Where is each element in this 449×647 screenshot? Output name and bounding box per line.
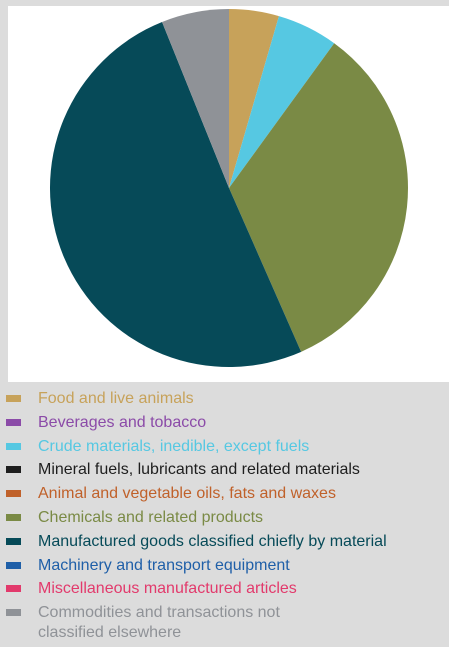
legend-item: Beverages and tobacco	[0, 413, 449, 437]
legend-item: Machinery and transport equipment	[0, 556, 449, 580]
legend-swatch	[6, 395, 21, 402]
legend-label: Chemicals and related products	[38, 508, 264, 526]
legend-item: Food and live animals	[0, 389, 449, 413]
legend-item: Chemicals and related products	[0, 508, 449, 532]
legend-label: Food and live animals	[38, 390, 194, 407]
legend-item: Commodities and transactions not classif…	[0, 603, 449, 647]
legend-swatch	[6, 418, 21, 426]
legend-label: Animal and vegetable oils, fats and waxe…	[38, 485, 336, 503]
legend-item: Animal and vegetable oils, fats and waxe…	[0, 484, 449, 508]
legend-item: Crude materials, inedible, except fuels	[0, 437, 449, 461]
legend-swatch	[6, 585, 21, 593]
legend: Food and live animals Beverages and tobac…	[0, 389, 449, 647]
chart-panel	[8, 6, 449, 382]
pie-slice-6	[49, 21, 302, 368]
legend-label: Beverages and tobacco	[38, 413, 207, 431]
legend-swatch	[6, 561, 21, 569]
legend-label: Mineral fuels, lubricants and related ma…	[38, 461, 360, 479]
legend-label: Crude materials, inedible, except fuels	[38, 437, 310, 455]
legend-item: Mineral fuels, lubricants and related ma…	[0, 460, 449, 484]
legend-item: Miscellaneous manufactured articles	[0, 579, 449, 603]
pie-chart	[49, 9, 408, 368]
legend-swatch	[6, 490, 21, 498]
legend-item: Manufactured goods classified chiefly by…	[0, 532, 449, 556]
legend-label: Miscellaneous manufactured articles	[38, 580, 297, 598]
legend-swatch	[6, 513, 21, 521]
legend-swatch	[6, 537, 21, 545]
pie-slice-9	[162, 9, 229, 188]
legend-swatch	[6, 466, 21, 474]
legend-swatch	[6, 442, 21, 450]
legend-label: Machinery and transport equipment	[38, 556, 290, 574]
legend-swatch	[6, 609, 21, 617]
pie-slice-2	[229, 16, 335, 188]
pie-slice-5	[229, 43, 408, 352]
legend-label: Manufactured goods classified chiefly by…	[38, 532, 387, 550]
pie-slice-0	[229, 9, 279, 188]
legend-label: Commodities and transactions not classif…	[38, 604, 280, 642]
